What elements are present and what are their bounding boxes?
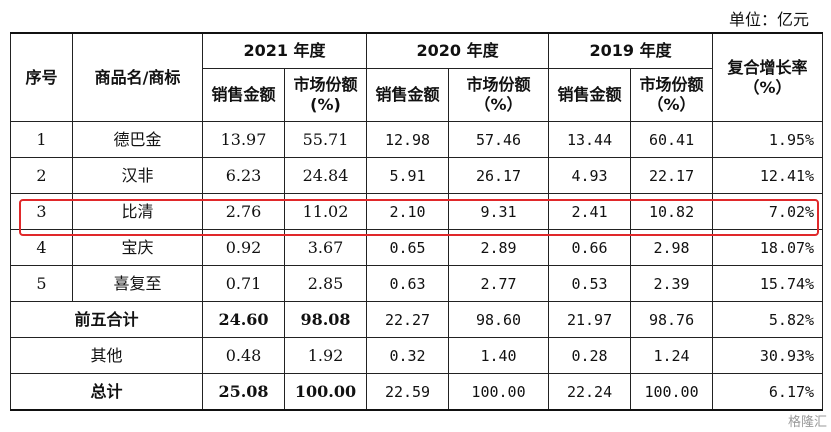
- header-seq: 序号: [10, 32, 73, 122]
- cell-cagr: 6.17%: [712, 373, 824, 411]
- table-row: 4 宝庆 0.92 3.67 0.65 2.89 0.66 2.98 18.07…: [10, 229, 824, 266]
- cell-sales-2020: 22.27: [366, 301, 450, 338]
- cell-sales-2019: 0.66: [548, 229, 632, 266]
- table-row: 1 德巴金 13.97 55.71 12.98 57.46 13.44 60.4…: [10, 121, 824, 158]
- cell-sales-2021: 6.23: [202, 157, 285, 194]
- cell-product: 喜复至: [72, 265, 203, 302]
- cell-share-2020: 2.77: [448, 265, 550, 302]
- cell-share-2021: 24.84: [283, 157, 368, 194]
- cell-share-2019: 60.41: [630, 121, 714, 158]
- cell-product: 宝庆: [72, 229, 203, 266]
- cell-seq: 4: [10, 229, 73, 266]
- cell-sales-2019: 4.93: [548, 157, 632, 194]
- cell-sales-2020: 0.32: [366, 337, 450, 374]
- header-share-2021: 市场份额(%): [283, 68, 368, 122]
- cell-product: 比清: [72, 193, 203, 230]
- cell-share-2020: 2.89: [448, 229, 550, 266]
- market-share-table: 序号 商品名/商标 2021 年度 2020 年度 2019 年度 复合增长率（…: [10, 32, 824, 411]
- cell-sales-2019: 0.28: [548, 337, 632, 374]
- cell-sales-2019: 0.53: [548, 265, 632, 302]
- header-2021: 2021 年度: [201, 32, 368, 69]
- cell-share-2019: 98.76: [630, 301, 714, 338]
- cell-seq: 5: [10, 265, 73, 302]
- table-row: 3 比清 2.76 11.02 2.10 9.31 2.41 10.82 7.0…: [10, 193, 824, 230]
- cell-sales-2019: 22.24: [548, 373, 632, 411]
- header-sales-2020: 销售金额: [366, 68, 450, 122]
- cell-cagr: 30.93%: [712, 337, 824, 374]
- cell-cagr: 1.95%: [712, 121, 824, 158]
- cell-cagr: 18.07%: [712, 229, 824, 266]
- cell-sales-2020: 5.91: [366, 157, 450, 194]
- cell-sales-2021: 25.08: [202, 373, 285, 411]
- cell-product: 汉非: [72, 157, 203, 194]
- cell-product: 德巴金: [72, 121, 203, 158]
- cell-cagr: 7.02%: [712, 193, 824, 230]
- cell-share-2021: 1.92: [283, 337, 368, 374]
- cell-label: 前五合计: [10, 301, 203, 338]
- cell-sales-2021: 0.92: [202, 229, 285, 266]
- cell-share-2019: 2.39: [630, 265, 714, 302]
- cell-share-2019: 1.24: [630, 337, 714, 374]
- cell-sales-2021: 0.71: [202, 265, 285, 302]
- cell-cagr: 15.74%: [712, 265, 824, 302]
- header-product: 商品名/商标: [72, 32, 203, 122]
- header-cagr: 复合增长率（%）: [712, 32, 824, 122]
- cell-sales-2019: 21.97: [548, 301, 632, 338]
- cell-sales-2019: 13.44: [548, 121, 632, 158]
- cell-share-2021: 98.08: [283, 301, 368, 338]
- cell-sales-2021: 2.76: [202, 193, 285, 230]
- cell-sales-2020: 0.65: [366, 229, 450, 266]
- cell-share-2021: 55.71: [283, 121, 368, 158]
- cell-share-2020: 26.17: [448, 157, 550, 194]
- cell-share-2020: 9.31: [448, 193, 550, 230]
- cell-share-2019: 22.17: [630, 157, 714, 194]
- cell-cagr: 12.41%: [712, 157, 824, 194]
- cell-seq: 2: [10, 157, 73, 194]
- cell-share-2021: 100.00: [283, 373, 368, 411]
- cell-share-2020: 1.40: [448, 337, 550, 374]
- header-sales-2019: 销售金额: [548, 68, 632, 122]
- cell-sales-2020: 22.59: [366, 373, 450, 411]
- table-row: 2 汉非 6.23 24.84 5.91 26.17 4.93 22.17 12…: [10, 157, 824, 194]
- cell-share-2021: 3.67: [283, 229, 368, 266]
- cell-cagr: 5.82%: [712, 301, 824, 338]
- table-row-top5-total: 前五合计 24.60 98.08 22.27 98.60 21.97 98.76…: [10, 301, 824, 338]
- header-2019: 2019 年度: [548, 32, 714, 69]
- header-2020: 2020 年度: [366, 32, 550, 69]
- cell-label: 其他: [10, 337, 203, 374]
- cell-label: 总计: [10, 373, 203, 411]
- unit-label: 单位：亿元: [728, 10, 809, 29]
- cell-share-2019: 10.82: [630, 193, 714, 230]
- cell-sales-2021: 13.97: [202, 121, 285, 158]
- cell-share-2020: 100.00: [448, 373, 550, 411]
- cell-sales-2019: 2.41: [548, 193, 632, 230]
- cell-sales-2021: 0.48: [202, 337, 285, 374]
- cell-share-2021: 2.85: [283, 265, 368, 302]
- table-row: 5 喜复至 0.71 2.85 0.63 2.77 0.53 2.39 15.7…: [10, 265, 824, 302]
- cell-seq: 3: [10, 193, 73, 230]
- header-sales-2021: 销售金额: [202, 68, 285, 122]
- cell-share-2019: 2.98: [630, 229, 714, 266]
- cell-sales-2020: 0.63: [366, 265, 450, 302]
- watermark: 格隆汇: [787, 415, 827, 430]
- cell-sales-2021: 24.60: [202, 301, 285, 338]
- header-share-2020: 市场份额（%）: [448, 68, 550, 122]
- table-row-grand-total: 总计 25.08 100.00 22.59 100.00 22.24 100.0…: [10, 373, 824, 411]
- header-share-2019: 市场份额（%）: [630, 68, 714, 122]
- cell-sales-2020: 2.10: [366, 193, 450, 230]
- cell-sales-2020: 12.98: [366, 121, 450, 158]
- cell-share-2020: 98.60: [448, 301, 550, 338]
- cell-share-2020: 57.46: [448, 121, 550, 158]
- cell-share-2019: 100.00: [630, 373, 714, 411]
- cell-share-2021: 11.02: [283, 193, 368, 230]
- cell-seq: 1: [10, 121, 73, 158]
- table-row-others: 其他 0.48 1.92 0.32 1.40 0.28 1.24 30.93%: [10, 337, 824, 374]
